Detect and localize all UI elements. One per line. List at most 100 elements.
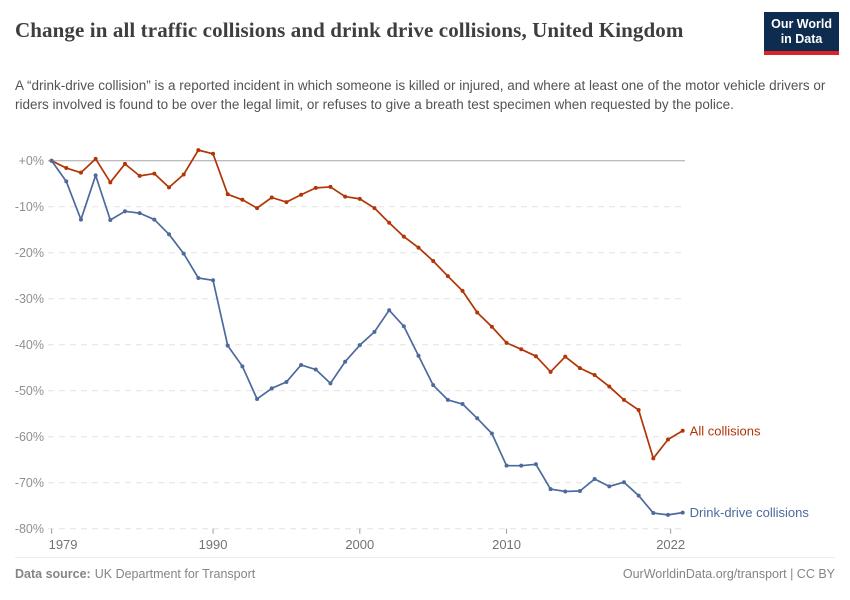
y-axis-label: -40% <box>15 338 44 352</box>
data-point <box>93 173 98 178</box>
data-point <box>387 308 392 313</box>
data-point <box>680 510 685 515</box>
data-point <box>196 148 201 153</box>
data-point <box>577 366 582 371</box>
series-all-collisions[interactable] <box>49 148 685 461</box>
y-axis-label: -10% <box>15 200 44 214</box>
x-axis-label: 1979 <box>49 537 78 552</box>
data-point <box>475 416 480 421</box>
data-point <box>387 220 392 225</box>
data-point <box>299 192 304 197</box>
y-axis-label: -30% <box>15 292 44 306</box>
series-drink-drive-collisions[interactable] <box>49 158 685 517</box>
data-point <box>548 487 553 492</box>
data-point <box>78 217 83 222</box>
data-point <box>533 462 538 467</box>
data-point <box>401 324 406 329</box>
data-point <box>357 343 362 348</box>
page-title: Change in all traffic collisions and dri… <box>15 18 684 42</box>
data-point <box>343 359 348 364</box>
data-point <box>122 209 127 214</box>
data-point <box>372 329 377 334</box>
data-point <box>416 353 421 358</box>
series-line <box>50 159 684 516</box>
data-point <box>651 511 656 516</box>
data-point <box>181 251 186 256</box>
data-point <box>460 402 465 407</box>
data-point <box>284 200 289 205</box>
y-axis-label: -60% <box>15 430 44 444</box>
data-source-label: Data source: <box>15 567 91 581</box>
data-point <box>563 354 568 359</box>
data-point <box>651 456 656 461</box>
data-point <box>401 234 406 239</box>
data-point <box>211 151 216 156</box>
data-point <box>475 310 480 315</box>
data-point <box>93 156 98 161</box>
data-point <box>255 396 260 401</box>
y-axis-label: +0% <box>19 154 44 168</box>
data-point <box>489 431 494 436</box>
x-axis-label: 2000 <box>345 537 374 552</box>
data-point <box>445 274 450 279</box>
data-point <box>78 170 83 175</box>
data-point <box>137 173 142 178</box>
data-point <box>255 206 260 211</box>
data-point <box>240 364 245 369</box>
data-point <box>431 383 436 388</box>
data-point <box>431 258 436 263</box>
series-line <box>50 149 684 460</box>
data-point <box>167 185 172 190</box>
data-point <box>64 179 69 184</box>
chart-footer: Data source: UK Department for Transport … <box>15 557 835 581</box>
data-point <box>357 196 362 201</box>
data-point <box>489 324 494 329</box>
x-axis-label: 2022 <box>656 537 685 552</box>
data-point <box>313 185 318 190</box>
data-point <box>519 463 524 468</box>
chart-subtitle: A “drink-drive collision” is a reported … <box>15 78 826 112</box>
data-source: Data source: UK Department for Transport <box>15 567 255 581</box>
series-label-drink-drive-collisions[interactable]: Drink-drive collisions <box>690 505 810 520</box>
data-point <box>108 218 113 223</box>
data-point <box>313 367 318 372</box>
data-point <box>636 408 641 413</box>
data-point <box>607 384 612 389</box>
data-point <box>504 463 509 468</box>
data-point <box>607 484 612 489</box>
data-point <box>533 354 538 359</box>
data-point <box>343 194 348 199</box>
data-point <box>196 276 201 280</box>
y-axis-label: -20% <box>15 246 44 260</box>
data-point <box>548 369 553 374</box>
data-point <box>225 343 230 348</box>
x-axis-label: 1990 <box>199 537 228 552</box>
data-point <box>328 184 333 189</box>
data-point <box>152 171 157 176</box>
data-point <box>372 206 377 211</box>
data-point <box>665 512 670 517</box>
data-point <box>225 192 230 197</box>
attribution: OurWorldinData.org/transport | CC BY <box>622 567 835 581</box>
data-point <box>665 437 670 442</box>
owid-logo-line2: in Data <box>780 32 823 46</box>
data-point <box>621 480 626 485</box>
data-point <box>299 362 304 367</box>
y-axis-label: -70% <box>15 476 44 490</box>
data-point <box>504 340 509 345</box>
data-point <box>49 158 54 163</box>
data-point <box>240 197 245 202</box>
data-point <box>137 211 142 216</box>
data-point <box>284 379 289 384</box>
y-axis-label: -50% <box>15 384 44 398</box>
data-point <box>680 428 685 433</box>
data-point <box>592 373 597 378</box>
data-point <box>563 489 568 494</box>
data-point <box>269 386 274 391</box>
series-label-all-collisions[interactable]: All collisions <box>690 423 761 438</box>
data-point <box>108 180 113 185</box>
data-point <box>577 488 582 493</box>
data-point <box>445 397 450 402</box>
data-source-value: UK Department for Transport <box>94 567 256 581</box>
